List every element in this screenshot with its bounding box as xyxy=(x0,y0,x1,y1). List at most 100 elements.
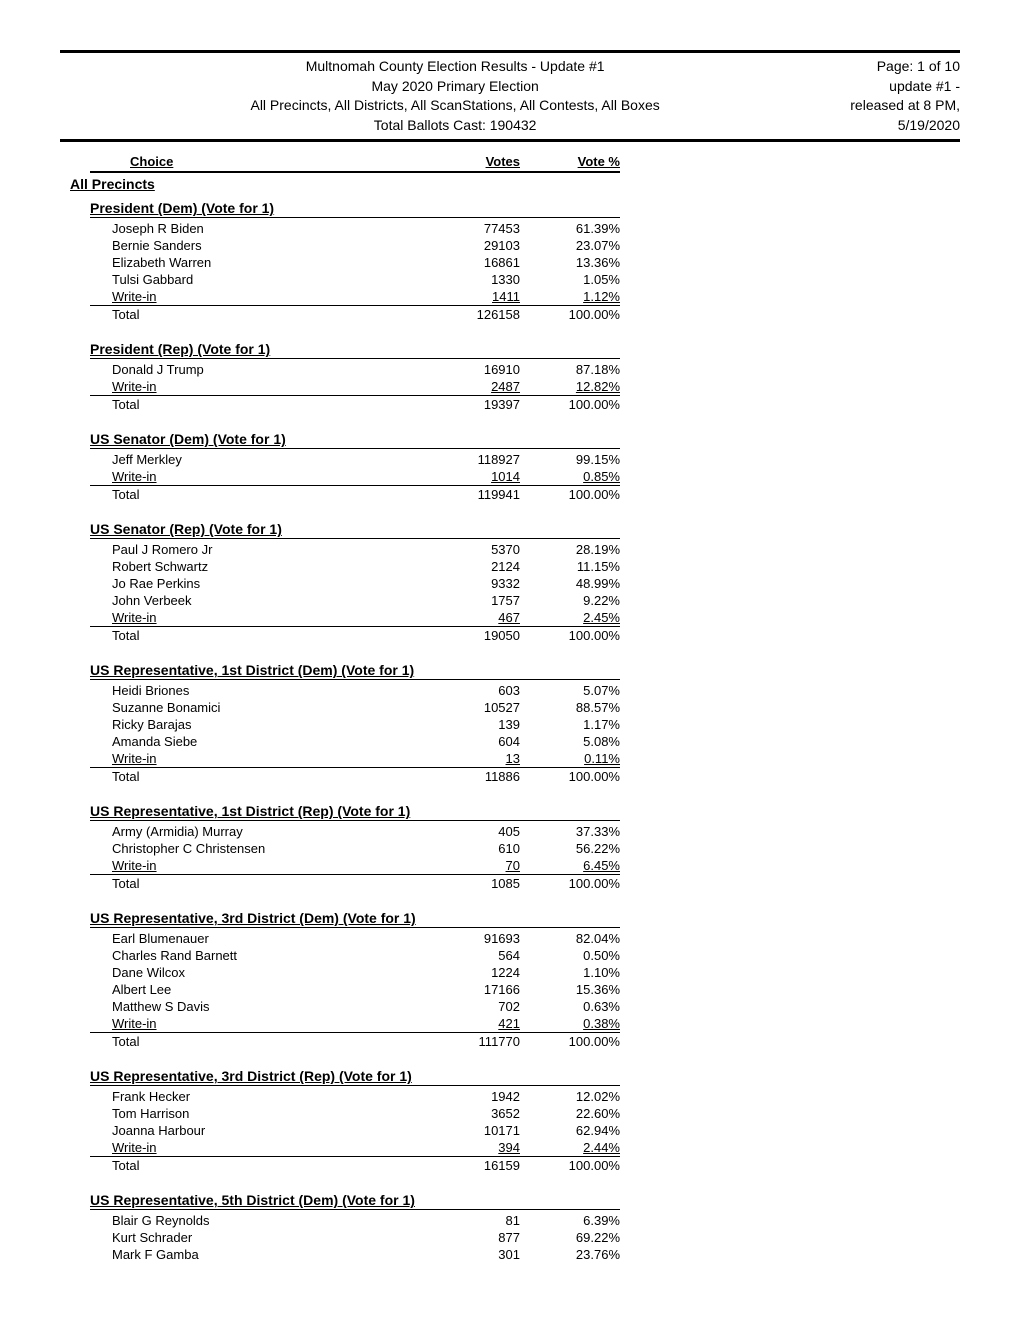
candidate-votes: 29103 xyxy=(420,238,520,253)
candidate-votes: 467 xyxy=(420,610,520,625)
candidate-name: Albert Lee xyxy=(90,982,420,997)
column-header-row: Choice Votes Vote % xyxy=(90,154,620,173)
candidate-votes: 394 xyxy=(420,1140,520,1155)
total-label: Total xyxy=(90,487,420,502)
candidate-pct: 2.45% xyxy=(520,610,620,625)
candidate-name: Jo Rae Perkins xyxy=(90,576,420,591)
contest-title: President (Rep) (Vote for 1) xyxy=(90,341,620,359)
total-pct: 100.00% xyxy=(520,769,620,784)
candidate-row: Elizabeth Warren1686113.36% xyxy=(90,254,620,271)
candidate-votes: 1330 xyxy=(420,272,520,287)
candidate-votes: 877 xyxy=(420,1230,520,1245)
candidate-row: Write-in248712.82% xyxy=(90,378,620,396)
candidate-name: Write-in xyxy=(90,858,420,873)
total-label: Total xyxy=(90,1158,420,1173)
candidate-name: Amanda Siebe xyxy=(90,734,420,749)
candidate-votes: 81 xyxy=(420,1213,520,1228)
candidate-votes: 301 xyxy=(420,1247,520,1262)
candidate-pct: 0.63% xyxy=(520,999,620,1014)
candidate-votes: 17166 xyxy=(420,982,520,997)
date-info: 5/19/2020 xyxy=(850,116,960,136)
candidate-row: Mark F Gamba30123.76% xyxy=(90,1246,620,1263)
candidate-row: Army (Armidia) Murray40537.33% xyxy=(90,823,620,840)
candidate-pct: 23.76% xyxy=(520,1247,620,1262)
candidate-pct: 62.94% xyxy=(520,1123,620,1138)
candidate-name: Army (Armidia) Murray xyxy=(90,824,420,839)
candidate-pct: 48.99% xyxy=(520,576,620,591)
total-pct: 100.00% xyxy=(520,307,620,322)
total-pct: 100.00% xyxy=(520,1158,620,1173)
candidate-votes: 10527 xyxy=(420,700,520,715)
candidate-name: John Verbeek xyxy=(90,593,420,608)
total-votes: 19050 xyxy=(420,628,520,643)
contest-title: US Representative, 1st District (Rep) (V… xyxy=(90,803,620,821)
candidate-row: Earl Blumenauer9169382.04% xyxy=(90,930,620,947)
candidate-votes: 1014 xyxy=(420,469,520,484)
candidate-votes: 16861 xyxy=(420,255,520,270)
candidate-votes: 70 xyxy=(420,858,520,873)
candidate-row: Joseph R Biden7745361.39% xyxy=(90,220,620,237)
candidate-votes: 610 xyxy=(420,841,520,856)
candidate-name: Joanna Harbour xyxy=(90,1123,420,1138)
candidate-pct: 28.19% xyxy=(520,542,620,557)
total-row: Total126158100.00% xyxy=(90,306,620,323)
precincts-label: All Precincts xyxy=(70,176,960,192)
candidate-pct: 99.15% xyxy=(520,452,620,467)
candidate-pct: 56.22% xyxy=(520,841,620,856)
candidate-votes: 3652 xyxy=(420,1106,520,1121)
candidate-pct: 82.04% xyxy=(520,931,620,946)
contest-title: US Senator (Dem) (Vote for 1) xyxy=(90,431,620,449)
candidate-pct: 13.36% xyxy=(520,255,620,270)
total-row: Total119941100.00% xyxy=(90,486,620,503)
candidate-row: Donald J Trump1691087.18% xyxy=(90,361,620,378)
candidate-votes: 405 xyxy=(420,824,520,839)
header-title-1: Multnomah County Election Results - Upda… xyxy=(60,57,850,77)
candidate-votes: 1224 xyxy=(420,965,520,980)
candidate-name: Robert Schwartz xyxy=(90,559,420,574)
total-votes: 119941 xyxy=(420,487,520,502)
candidate-row: Blair G Reynolds816.39% xyxy=(90,1212,620,1229)
candidate-row: Write-in130.11% xyxy=(90,750,620,768)
candidate-name: Write-in xyxy=(90,1140,420,1155)
col-header-pct: Vote % xyxy=(520,154,620,169)
candidate-name: Matthew S Davis xyxy=(90,999,420,1014)
candidate-name: Dane Wilcox xyxy=(90,965,420,980)
page-header: Multnomah County Election Results - Upda… xyxy=(60,50,960,142)
candidate-name: Joseph R Biden xyxy=(90,221,420,236)
candidate-row: Ricky Barajas1391.17% xyxy=(90,716,620,733)
contest: US Representative, 1st District (Dem) (V… xyxy=(90,662,620,785)
candidate-row: Write-in706.45% xyxy=(90,857,620,875)
contests-container: President (Dem) (Vote for 1) Joseph R Bid… xyxy=(60,200,960,1263)
released-info: released at 8 PM, xyxy=(850,96,960,116)
candidate-row: Matthew S Davis7020.63% xyxy=(90,998,620,1015)
contest-title: US Representative, 5th District (Dem) (V… xyxy=(90,1192,620,1210)
header-right: Page: 1 of 10 update #1 - released at 8 … xyxy=(850,57,960,135)
contest: President (Dem) (Vote for 1) Joseph R Bid… xyxy=(90,200,620,323)
candidate-votes: 16910 xyxy=(420,362,520,377)
total-votes: 11886 xyxy=(420,769,520,784)
update-info: update #1 - xyxy=(850,77,960,97)
candidate-row: Dane Wilcox12241.10% xyxy=(90,964,620,981)
candidate-row: Christopher C Christensen61056.22% xyxy=(90,840,620,857)
candidate-votes: 91693 xyxy=(420,931,520,946)
candidate-name: Write-in xyxy=(90,289,420,304)
contest: US Representative, 1st District (Rep) (V… xyxy=(90,803,620,892)
total-row: Total11886100.00% xyxy=(90,768,620,785)
candidate-row: Tulsi Gabbard13301.05% xyxy=(90,271,620,288)
contest: US Representative, 3rd District (Dem) (V… xyxy=(90,910,620,1050)
total-row: Total111770100.00% xyxy=(90,1033,620,1050)
total-pct: 100.00% xyxy=(520,1034,620,1049)
candidate-votes: 2124 xyxy=(420,559,520,574)
contest-title: President (Dem) (Vote for 1) xyxy=(90,200,620,218)
candidate-pct: 2.44% xyxy=(520,1140,620,1155)
contest: US Senator (Rep) (Vote for 1)Paul J Rome… xyxy=(90,521,620,644)
candidate-pct: 0.85% xyxy=(520,469,620,484)
col-header-choice: Choice xyxy=(90,154,420,169)
candidate-pct: 37.33% xyxy=(520,824,620,839)
candidate-row: Write-in3942.44% xyxy=(90,1139,620,1157)
contest: US Representative, 3rd District (Rep) (V… xyxy=(90,1068,620,1174)
candidate-pct: 69.22% xyxy=(520,1230,620,1245)
candidate-votes: 603 xyxy=(420,683,520,698)
candidate-pct: 23.07% xyxy=(520,238,620,253)
candidate-pct: 6.39% xyxy=(520,1213,620,1228)
